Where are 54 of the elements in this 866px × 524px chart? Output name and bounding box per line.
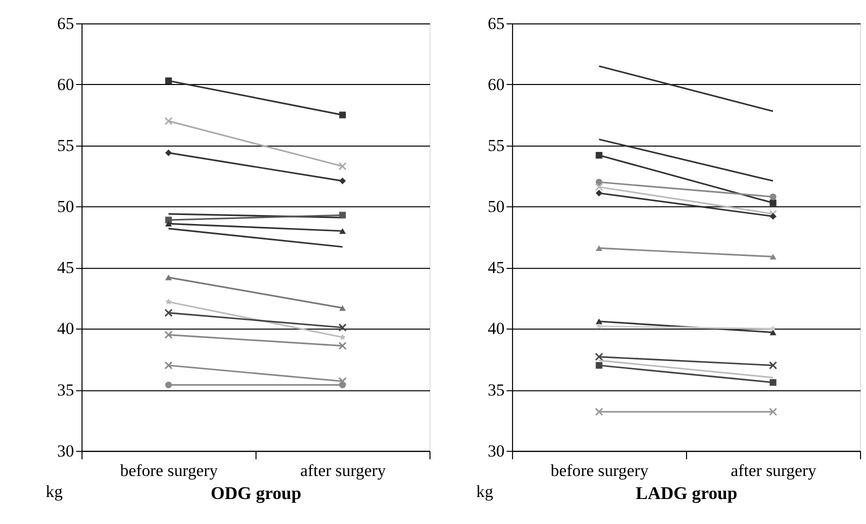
point bbox=[164, 330, 173, 339]
y-tick-label: 60 bbox=[57, 74, 74, 94]
point bbox=[165, 382, 172, 388]
point bbox=[164, 361, 173, 370]
point bbox=[594, 408, 604, 416]
point bbox=[770, 213, 776, 220]
y-tick-label: 40 bbox=[57, 319, 74, 338]
point bbox=[338, 162, 347, 170]
y-tick-label: 55 bbox=[57, 136, 74, 155]
y-tick-label: 65 bbox=[488, 14, 505, 33]
point bbox=[770, 379, 776, 386]
point bbox=[768, 210, 778, 218]
point bbox=[338, 342, 347, 350]
y-axis-title: kg bbox=[46, 482, 64, 502]
x-tick-label: after surgery bbox=[730, 461, 817, 480]
point bbox=[596, 178, 602, 186]
point bbox=[596, 152, 602, 159]
point bbox=[164, 308, 173, 317]
y-tick-label: 30 bbox=[488, 441, 505, 460]
point bbox=[768, 361, 778, 370]
point bbox=[165, 77, 172, 84]
y-tick-label: 30 bbox=[57, 441, 74, 460]
point bbox=[338, 377, 347, 386]
y-tick-label: 35 bbox=[57, 380, 74, 400]
y-tick-label: 50 bbox=[57, 197, 74, 216]
x-tick-label: after surgery bbox=[300, 461, 386, 480]
x-tick-label: before surgery bbox=[120, 461, 218, 480]
point bbox=[770, 200, 776, 206]
point bbox=[339, 112, 346, 118]
y-axis-title: kg bbox=[476, 482, 494, 502]
y-tick-label: 40 bbox=[488, 319, 505, 338]
point bbox=[768, 408, 778, 416]
point bbox=[339, 212, 346, 218]
point bbox=[596, 362, 602, 369]
point bbox=[594, 182, 604, 192]
y-tick-label: 50 bbox=[488, 197, 505, 216]
point bbox=[338, 323, 347, 332]
point bbox=[596, 190, 602, 196]
point bbox=[165, 149, 172, 156]
point bbox=[339, 178, 346, 184]
point bbox=[339, 382, 346, 388]
x-axis-title: LADG group bbox=[636, 483, 738, 504]
y-tick-label: 55 bbox=[488, 136, 505, 155]
y-tick-label: 45 bbox=[488, 258, 505, 278]
y-tick-label: 65 bbox=[57, 14, 74, 33]
y-tick-label: 60 bbox=[488, 74, 505, 94]
x-tick-label: before surgery bbox=[550, 461, 649, 480]
y-tick-label: 35 bbox=[488, 380, 505, 400]
point bbox=[770, 193, 776, 200]
x-axis-title: ODG group bbox=[210, 483, 302, 504]
point bbox=[594, 352, 604, 361]
point bbox=[164, 116, 173, 126]
point bbox=[165, 298, 172, 305]
y-tick-label: 45 bbox=[57, 258, 74, 278]
